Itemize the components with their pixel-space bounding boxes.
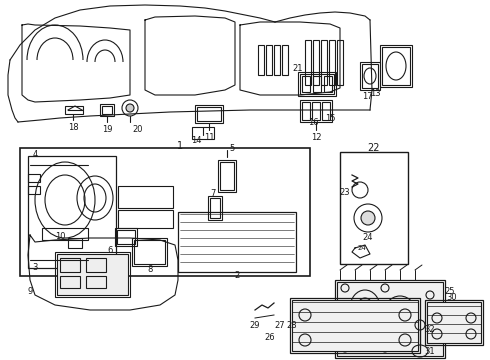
- Text: 21: 21: [293, 63, 303, 72]
- Bar: [42, 228, 88, 240]
- Bar: [220, 162, 234, 190]
- Bar: [298, 72, 336, 96]
- Bar: [321, 40, 327, 85]
- Bar: [100, 104, 114, 116]
- Bar: [313, 76, 321, 92]
- Text: 6: 6: [107, 246, 113, 255]
- Bar: [115, 228, 137, 246]
- Bar: [302, 76, 310, 92]
- Bar: [68, 238, 82, 248]
- Text: 9: 9: [27, 288, 33, 297]
- Bar: [57, 254, 128, 295]
- Bar: [324, 76, 332, 92]
- Text: 24: 24: [358, 245, 367, 251]
- Bar: [65, 106, 83, 114]
- Bar: [274, 45, 280, 75]
- Bar: [337, 40, 343, 85]
- Bar: [300, 74, 334, 94]
- Ellipse shape: [126, 104, 134, 112]
- Bar: [329, 40, 335, 85]
- Text: 5: 5: [229, 144, 235, 153]
- Bar: [102, 106, 112, 114]
- Text: 27: 27: [275, 320, 285, 329]
- Text: 12: 12: [311, 132, 321, 141]
- Bar: [55, 252, 130, 297]
- Bar: [380, 45, 412, 87]
- Bar: [302, 102, 310, 120]
- Bar: [382, 47, 410, 85]
- Bar: [208, 196, 222, 220]
- Bar: [28, 156, 116, 268]
- Ellipse shape: [390, 305, 410, 331]
- Bar: [118, 210, 173, 228]
- Text: 18: 18: [68, 122, 78, 131]
- Text: 22: 22: [368, 143, 380, 153]
- Bar: [178, 212, 296, 272]
- Text: 28: 28: [287, 320, 297, 329]
- Bar: [28, 174, 40, 182]
- Ellipse shape: [357, 298, 373, 318]
- Text: 25: 25: [445, 288, 455, 297]
- Bar: [28, 186, 40, 194]
- Bar: [195, 105, 223, 123]
- Text: 31: 31: [425, 347, 435, 356]
- Bar: [60, 258, 80, 272]
- Text: 15: 15: [325, 113, 335, 122]
- Bar: [360, 62, 380, 90]
- Text: 32: 32: [425, 325, 435, 334]
- Bar: [86, 276, 106, 288]
- Bar: [300, 100, 332, 122]
- Text: 24: 24: [363, 233, 373, 242]
- Bar: [86, 258, 106, 272]
- Bar: [290, 298, 420, 353]
- Text: 13: 13: [369, 89, 380, 98]
- Text: 1: 1: [177, 141, 183, 151]
- Bar: [117, 230, 135, 244]
- Bar: [266, 45, 272, 75]
- Bar: [362, 64, 378, 88]
- Text: 10: 10: [55, 231, 65, 240]
- Text: 26: 26: [265, 333, 275, 342]
- Text: 19: 19: [102, 125, 112, 134]
- Text: 7: 7: [210, 189, 216, 198]
- Bar: [427, 302, 481, 343]
- Text: 4: 4: [32, 149, 38, 158]
- Bar: [60, 276, 80, 288]
- Bar: [192, 127, 214, 139]
- Bar: [210, 198, 220, 218]
- Text: 2: 2: [234, 270, 240, 279]
- Text: 8: 8: [147, 266, 153, 274]
- Text: 29: 29: [250, 320, 260, 329]
- Bar: [282, 45, 288, 75]
- Bar: [313, 40, 319, 85]
- Bar: [132, 238, 167, 266]
- Bar: [292, 300, 418, 351]
- Bar: [305, 40, 311, 85]
- Bar: [218, 160, 236, 192]
- Text: 17: 17: [362, 91, 372, 100]
- Bar: [134, 240, 165, 264]
- Text: 3: 3: [32, 264, 38, 273]
- Bar: [20, 148, 310, 276]
- Bar: [258, 45, 264, 75]
- Bar: [197, 107, 221, 121]
- Ellipse shape: [361, 211, 375, 225]
- Text: 14: 14: [191, 135, 201, 144]
- Bar: [337, 282, 443, 356]
- Text: 16: 16: [308, 117, 319, 126]
- Text: 11: 11: [204, 132, 214, 141]
- Text: 20: 20: [133, 125, 143, 134]
- Text: 23: 23: [340, 188, 350, 197]
- Text: 30: 30: [447, 293, 457, 302]
- Bar: [340, 152, 408, 264]
- Bar: [425, 300, 483, 345]
- Bar: [312, 102, 320, 120]
- Bar: [118, 186, 173, 208]
- Bar: [322, 102, 330, 120]
- Bar: [335, 280, 445, 358]
